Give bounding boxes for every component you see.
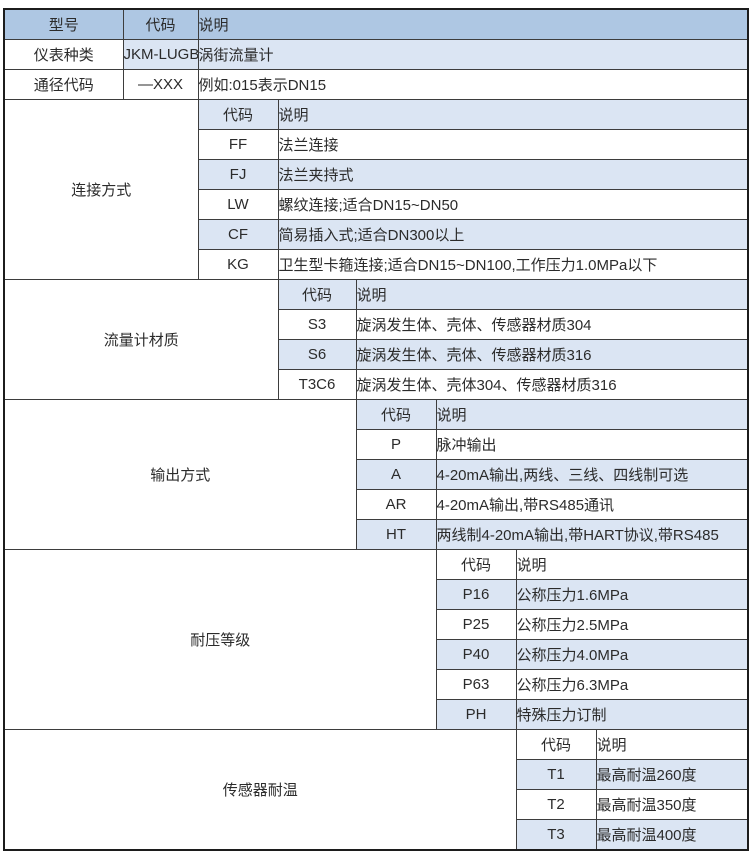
table-header-row: 型号 代码 说明 [3, 8, 749, 40]
table-row: P63 公称压力6.3MPa [4, 669, 749, 700]
table-row: P25 公称压力2.5MPa [4, 609, 749, 640]
diameter-code-code: —XXX [122, 69, 199, 100]
code-cell: P40 [435, 639, 517, 670]
desc-cell: 最高耐温350度 [595, 789, 749, 820]
table-row: FJ 法兰夹持式 [4, 159, 749, 190]
desc-cell: 法兰连接 [277, 129, 749, 160]
table-row: CF 简易插入式;适合DN300以上 [4, 219, 749, 250]
table-row: 仪表种类 JKM-LUGB 涡街流量计 [3, 39, 749, 70]
desc-cell: 法兰夹持式 [277, 159, 749, 190]
header-code-cell: 代码 [122, 8, 199, 40]
table-row: 通径代码 —XXX 例如:015表示DN15 [3, 69, 749, 100]
code-cell: PH [435, 699, 517, 730]
header-desc-cell: 说明 [197, 8, 749, 40]
section-temperature-label: 传感器耐温 [3, 729, 517, 851]
sub-header-code: 代码 [355, 399, 437, 430]
diameter-code-label: 通径代码 [3, 69, 124, 100]
table-row: 输出方式 代码 说明 [3, 399, 749, 550]
table-row: FF 法兰连接 [4, 129, 749, 160]
code-cell: P16 [435, 579, 517, 610]
table-row: PH 特殊压力订制 [4, 699, 749, 730]
desc-cell: 4-20mA输出,两线、三线、四线制可选 [435, 459, 749, 490]
code-cell: KG [197, 249, 279, 280]
sub-header-desc: 说明 [277, 99, 749, 130]
table-row: T3 最高耐温400度 [4, 819, 749, 851]
desc-cell: 4-20mA输出,带RS485通讯 [435, 489, 749, 520]
desc-cell: 公称压力1.6MPa [515, 579, 749, 610]
table-row: AR 4-20mA输出,带RS485通讯 [4, 489, 749, 520]
table-row: S6 旋涡发生体、壳体、传感器材质316 [4, 339, 749, 370]
sub-header-code: 代码 [435, 549, 517, 580]
desc-cell: 特殊压力订制 [515, 699, 749, 730]
desc-cell: 最高耐温400度 [595, 819, 749, 851]
code-cell: LW [197, 189, 279, 220]
table-row: A 4-20mA输出,两线、三线、四线制可选 [4, 459, 749, 490]
table-row: P16 公称压力1.6MPa [4, 579, 749, 610]
code-cell: T2 [515, 789, 597, 820]
sub-header-desc: 说明 [515, 549, 749, 580]
desc-cell: 公称压力6.3MPa [515, 669, 749, 700]
diameter-code-desc: 例如:015表示DN15 [197, 69, 749, 100]
code-cell: T1 [515, 759, 597, 790]
code-cell: P63 [435, 669, 517, 700]
desc-cell: 公称压力4.0MPa [515, 639, 749, 670]
code-cell: CF [197, 219, 279, 250]
desc-cell: 脉冲输出 [435, 429, 749, 460]
code-cell: P25 [435, 609, 517, 640]
table-row: KG 卫生型卡箍连接;适合DN15~DN100,工作压力1.0MPa以下 [4, 249, 749, 280]
table-row: HT 两线制4-20mA输出,带HART协议,带RS485 [4, 519, 749, 550]
desc-cell: 旋涡发生体、壳体304、传感器材质316 [355, 369, 749, 400]
sub-header-desc: 说明 [355, 279, 749, 310]
code-cell: T3 [515, 819, 597, 851]
code-cell: P [355, 429, 437, 460]
instrument-type-code: JKM-LUGB [122, 39, 199, 70]
model-code-table: 型号 代码 说明 仪表种类 JKM-LUGB 涡街流量计 通径代码 —XXX 例… [3, 8, 750, 851]
code-cell: HT [355, 519, 437, 550]
instrument-type-desc: 涡街流量计 [197, 39, 749, 70]
header-model-cell: 型号 [3, 8, 124, 40]
desc-cell: 简易插入式;适合DN300以上 [277, 219, 749, 250]
desc-cell: 公称压力2.5MPa [515, 609, 749, 640]
section-material-label: 流量计材质 [3, 279, 279, 400]
code-cell: FJ [197, 159, 279, 190]
sub-header-desc: 说明 [435, 399, 749, 430]
table-row: 耐压等级 代码 说明 [3, 549, 749, 730]
code-cell: S3 [277, 309, 357, 340]
section-output-label: 输出方式 [3, 399, 357, 550]
code-cell: A [355, 459, 437, 490]
sub-header-desc: 说明 [595, 729, 749, 760]
code-cell: T3C6 [277, 369, 357, 400]
table-row: 传感器耐温 代码 说明 [3, 729, 749, 851]
table-row: 连接方式 代码 说明 [3, 99, 749, 280]
desc-cell: 螺纹连接;适合DN15~DN50 [277, 189, 749, 220]
section-connection-label: 连接方式 [3, 99, 199, 280]
sub-header-code: 代码 [277, 279, 357, 310]
code-cell: AR [355, 489, 437, 520]
desc-cell: 旋涡发生体、壳体、传感器材质316 [355, 339, 749, 370]
table-row: T1 最高耐温260度 [4, 759, 749, 790]
code-cell: FF [197, 129, 279, 160]
table-row: LW 螺纹连接;适合DN15~DN50 [4, 189, 749, 220]
desc-cell: 两线制4-20mA输出,带HART协议,带RS485 [435, 519, 749, 550]
desc-cell: 旋涡发生体、壳体、传感器材质304 [355, 309, 749, 340]
code-cell: S6 [277, 339, 357, 370]
table-row: T2 最高耐温350度 [4, 789, 749, 820]
sub-header-code: 代码 [515, 729, 597, 760]
instrument-type-label: 仪表种类 [3, 39, 124, 70]
desc-cell: 卫生型卡箍连接;适合DN15~DN100,工作压力1.0MPa以下 [277, 249, 749, 280]
table-row: P 脉冲输出 [4, 429, 749, 460]
desc-cell: 最高耐温260度 [595, 759, 749, 790]
section-pressure-label: 耐压等级 [3, 549, 437, 730]
sub-header-code: 代码 [197, 99, 279, 130]
table-row: T3C6 旋涡发生体、壳体304、传感器材质316 [4, 369, 749, 400]
table-row: 流量计材质 代码 说明 [3, 279, 749, 400]
